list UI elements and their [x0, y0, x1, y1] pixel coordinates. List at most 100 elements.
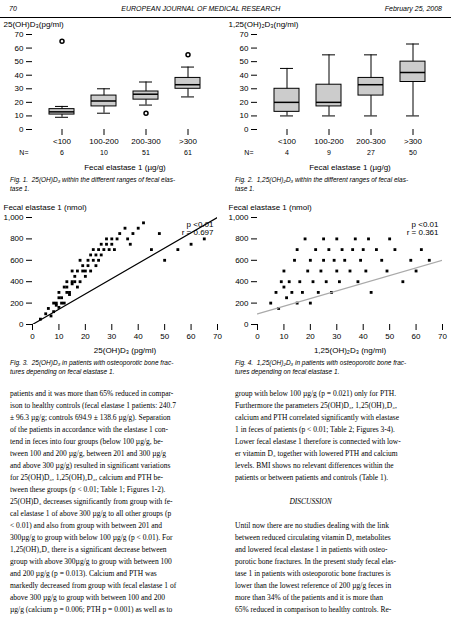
- svg-text:1,000: 1,000: [228, 213, 249, 222]
- svg-text:200-300: 200-300: [356, 137, 386, 146]
- svg-text:>300: >300: [179, 137, 198, 146]
- html-text:Fig. 1. 25(OH)D₃ within the di: Fig. 1. 25(OH)D₃ within the different ra…: [10, 176, 176, 193]
- html-text:tend in feces into four groups: tend in feces into four groups (below 10…: [10, 437, 163, 446]
- svg-text:50: 50: [240, 57, 249, 66]
- svg-text:400: 400: [235, 277, 249, 286]
- html-text:tween these groups (p < 0.01;: tween these groups (p < 0.01; Table 1; F…: [10, 485, 166, 494]
- html-text:for 25(OH)D₃, 1,25(OH)₂D₃, cal: for 25(OH)D₃, 1,25(OH)₂D₃, calcium and P…: [10, 473, 163, 482]
- svg-text:0: 0: [244, 125, 249, 134]
- svg-text:1,25(OH)₂D₃ (ng/ml): 1,25(OH)₂D₃ (ng/ml): [314, 346, 386, 355]
- svg-text:40: 40: [359, 332, 368, 341]
- svg-text:70: 70: [213, 332, 222, 341]
- svg-text:200-300: 200-300: [131, 137, 161, 146]
- svg-text:50: 50: [385, 332, 394, 341]
- svg-text:20: 20: [81, 332, 90, 341]
- svg-text:30: 30: [240, 84, 249, 93]
- svg-text:50: 50: [409, 149, 417, 156]
- html-text:above 300 µg/g to group with b: above 300 µg/g to group with between 100…: [10, 593, 165, 602]
- html-text:cal elastase 1 of above 300 µg: cal elastase 1 of above 300 µg/g to all …: [10, 509, 172, 518]
- svg-text:N=: N=: [244, 149, 253, 156]
- svg-text:Fecal elastase 1 (µg/g): Fecal elastase 1 (µg/g): [309, 163, 391, 172]
- svg-text:1,000: 1,000: [3, 213, 24, 222]
- svg-text:0: 0: [244, 320, 249, 329]
- svg-text:p <0.01r = 0.361: p <0.01r = 0.361: [407, 220, 439, 237]
- svg-text:20: 20: [306, 332, 315, 341]
- svg-text:61: 61: [184, 149, 192, 156]
- svg-text:0: 0: [30, 332, 35, 341]
- html-text:± 96.3 µg/g; controls 694.9 ±: ± 96.3 µg/g; controls 694.9 ± 138.6 µg/g…: [10, 413, 171, 422]
- html-text:patients and it was more than: patients and it was more than 65% reduce…: [10, 389, 174, 398]
- html-text:Furthermore the parameters 25(: Furthermore the parameters 25(OH)D₃, 1,2…: [235, 401, 397, 410]
- svg-text:1,25(OH)₂D₃(ng/ml): 1,25(OH)₂D₃(ng/ml): [229, 20, 299, 29]
- svg-text:10: 10: [15, 111, 24, 120]
- svg-text:10: 10: [279, 332, 288, 341]
- svg-text:p <0.01r = 0.697: p <0.01r = 0.697: [182, 220, 214, 237]
- svg-text:800: 800: [10, 234, 24, 243]
- svg-text:100-200: 100-200: [89, 137, 119, 146]
- svg-text:10: 10: [240, 111, 249, 120]
- html-text:< 0.01) and also from group wi: < 0.01) and also from group with between…: [10, 521, 163, 530]
- html-text:tween 100 and 200 µg/g, betwee: tween 100 and 200 µg/g, between 201 and …: [10, 449, 167, 458]
- svg-text:800: 800: [235, 234, 249, 243]
- html-text:ison to healthy controls (feca: ison to healthy controls (fecal elastase…: [10, 401, 176, 410]
- html-text:300µg/g to group with below 10: 300µg/g to group with below 100 µg/g (p …: [10, 533, 173, 542]
- svg-text:0: 0: [255, 332, 260, 341]
- svg-text:600: 600: [10, 256, 24, 265]
- svg-text:40: 40: [240, 71, 249, 80]
- svg-text:Fecal elastase 1 (µg/g): Fecal elastase 1 (µg/g): [84, 163, 166, 172]
- svg-text:10: 10: [54, 332, 63, 341]
- svg-text:N=: N=: [19, 149, 28, 156]
- svg-text:25(OH)D₃ (pg/ml): 25(OH)D₃ (pg/ml): [94, 346, 157, 355]
- html-text:µg/g (calcium p = 0.006; PTH p: µg/g (calcium p = 0.006; PTH p = 0.001) …: [10, 605, 173, 614]
- html-text:1 in feces of patients (p < 0.: 1 in feces of patients (p < 0.01; Table …: [235, 425, 395, 434]
- svg-text:60: 60: [240, 44, 249, 53]
- html-text:25(OH)D₃ decreases significant: 25(OH)D₃ decreases significantly from gr…: [10, 497, 173, 506]
- html-text:Lower fecal elastase 1 therefo: Lower fecal elastase 1 therefore is conn…: [235, 437, 401, 446]
- svg-text:Fecal elastase 1 (nmol): Fecal elastase 1 (nmol): [229, 203, 312, 212]
- svg-text:0: 0: [19, 125, 24, 134]
- html-text:and 200 µg/g (p = 0.013). Calc: and 200 µg/g (p = 0.013). Calcium and PT…: [10, 569, 157, 578]
- svg-text:60: 60: [15, 44, 24, 53]
- html-text:Fig. 3. 25(OH)D₃ in patients w: Fig. 3. 25(OH)D₃ in patients with osteop…: [10, 359, 174, 376]
- html-text:group with above 300µg/g to gr: group with above 300µg/g to group with b…: [10, 557, 172, 566]
- html-text:of the patients in accordance: of the patients in accordance with the e…: [10, 425, 169, 434]
- html-text:and above 300 µg/g) resulted i: and above 300 µg/g) resulted in signific…: [10, 461, 171, 470]
- svg-text:25(OH)D₃(pg/ml): 25(OH)D₃(pg/ml): [4, 20, 64, 29]
- html-text:Fig. 4. 1,25(OH)₂D₃ in patient: Fig. 4. 1,25(OH)₂D₃ in patients with ost…: [235, 359, 407, 376]
- svg-text:6: 6: [60, 149, 64, 156]
- svg-text:51: 51: [142, 149, 150, 156]
- svg-text:40: 40: [15, 71, 24, 80]
- html-text:1,25(OH)₂D₃ there is a signifi: 1,25(OH)₂D₃ there is a significant decre…: [10, 545, 167, 554]
- svg-text:Fecal elastase 1 (nmol): Fecal elastase 1 (nmol): [4, 203, 87, 212]
- svg-text:30: 30: [15, 84, 24, 93]
- svg-text:30: 30: [107, 332, 116, 341]
- svg-text:70: 70: [240, 30, 249, 39]
- svg-text:60: 60: [412, 332, 421, 341]
- html-text:calcium and PTH correlated sig: calcium and PTH correlated significantly…: [235, 413, 400, 422]
- svg-text:200: 200: [235, 299, 249, 308]
- html-text:group with below 100 µg/g (p =: group with below 100 µg/g (p = 0.021) on…: [235, 389, 396, 398]
- svg-text:<100: <100: [53, 137, 72, 146]
- svg-text:4: 4: [285, 149, 289, 156]
- svg-text:20: 20: [15, 98, 24, 107]
- svg-text:60: 60: [187, 332, 196, 341]
- svg-text:600: 600: [235, 256, 249, 265]
- svg-text:100-200: 100-200: [314, 137, 344, 146]
- svg-text:50: 50: [160, 332, 169, 341]
- svg-text:200: 200: [10, 299, 24, 308]
- html-text:markedly decreased from group: markedly decreased from group with fecal…: [10, 581, 177, 590]
- html-text:Fig. 2. 1,25(OH)₂D₃ within the: Fig. 2. 1,25(OH)₂D₃ within the different…: [235, 176, 409, 193]
- svg-text:<100: <100: [278, 137, 297, 146]
- svg-text:50: 50: [15, 57, 24, 66]
- svg-text:400: 400: [10, 277, 24, 286]
- svg-text:0: 0: [19, 320, 24, 329]
- svg-text:70: 70: [438, 332, 447, 341]
- svg-text:30: 30: [332, 332, 341, 341]
- svg-text:40: 40: [134, 332, 143, 341]
- svg-text:>300: >300: [404, 137, 423, 146]
- svg-text:27: 27: [367, 149, 375, 156]
- svg-text:10: 10: [100, 149, 108, 156]
- svg-text:20: 20: [240, 98, 249, 107]
- svg-text:9: 9: [327, 149, 331, 156]
- svg-text:70: 70: [15, 30, 24, 39]
